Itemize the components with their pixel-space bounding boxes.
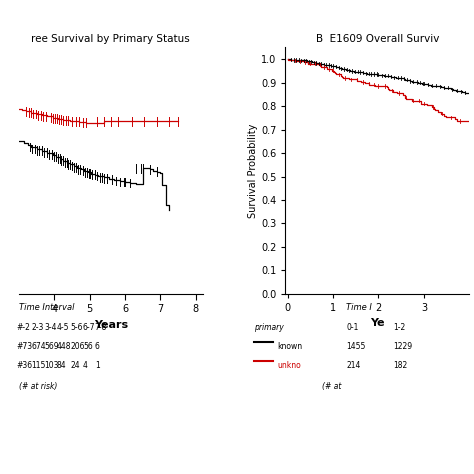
Title: B  E1609 Overall Surviv: B E1609 Overall Surviv <box>316 34 439 44</box>
Text: 182: 182 <box>393 361 408 370</box>
Text: 4: 4 <box>83 361 88 370</box>
Text: 448: 448 <box>57 342 72 351</box>
Text: 1: 1 <box>95 361 100 370</box>
Text: (# at risk): (# at risk) <box>19 382 57 391</box>
Text: 4-5: 4-5 <box>57 323 69 332</box>
Text: 3-4: 3-4 <box>44 323 56 332</box>
Y-axis label: Survival Probability: Survival Probability <box>248 123 258 218</box>
Text: 6: 6 <box>95 342 100 351</box>
Text: 674: 674 <box>31 342 46 351</box>
Text: known: known <box>277 342 302 351</box>
Text: (# at: (# at <box>322 382 342 391</box>
Text: #73: #73 <box>17 342 33 351</box>
Text: 115: 115 <box>31 361 46 370</box>
Text: 84: 84 <box>57 361 66 370</box>
Text: 206: 206 <box>70 342 85 351</box>
Text: 103: 103 <box>44 361 59 370</box>
Text: 24: 24 <box>70 361 80 370</box>
Text: 2-3: 2-3 <box>31 323 44 332</box>
Text: 1-2: 1-2 <box>393 323 406 332</box>
Text: 214: 214 <box>346 361 360 370</box>
X-axis label: Years: Years <box>94 320 128 330</box>
Text: 7-8: 7-8 <box>95 323 107 332</box>
Text: primary: primary <box>254 323 283 332</box>
Text: unkno: unkno <box>277 361 301 370</box>
X-axis label: Ye: Ye <box>370 319 384 328</box>
Text: 0-1: 0-1 <box>346 323 358 332</box>
Text: 5-6: 5-6 <box>70 323 82 332</box>
Text: #36: #36 <box>17 361 33 370</box>
Text: 56: 56 <box>83 342 93 351</box>
Text: #-2: #-2 <box>17 323 30 332</box>
Text: 1455: 1455 <box>346 342 365 351</box>
Text: 1229: 1229 <box>393 342 412 351</box>
Text: Time I: Time I <box>346 303 372 312</box>
Text: 6-7: 6-7 <box>83 323 95 332</box>
Text: Time Interval: Time Interval <box>19 303 74 312</box>
Title: ree Survival by Primary Status: ree Survival by Primary Status <box>31 34 190 44</box>
Text: 569: 569 <box>44 342 59 351</box>
